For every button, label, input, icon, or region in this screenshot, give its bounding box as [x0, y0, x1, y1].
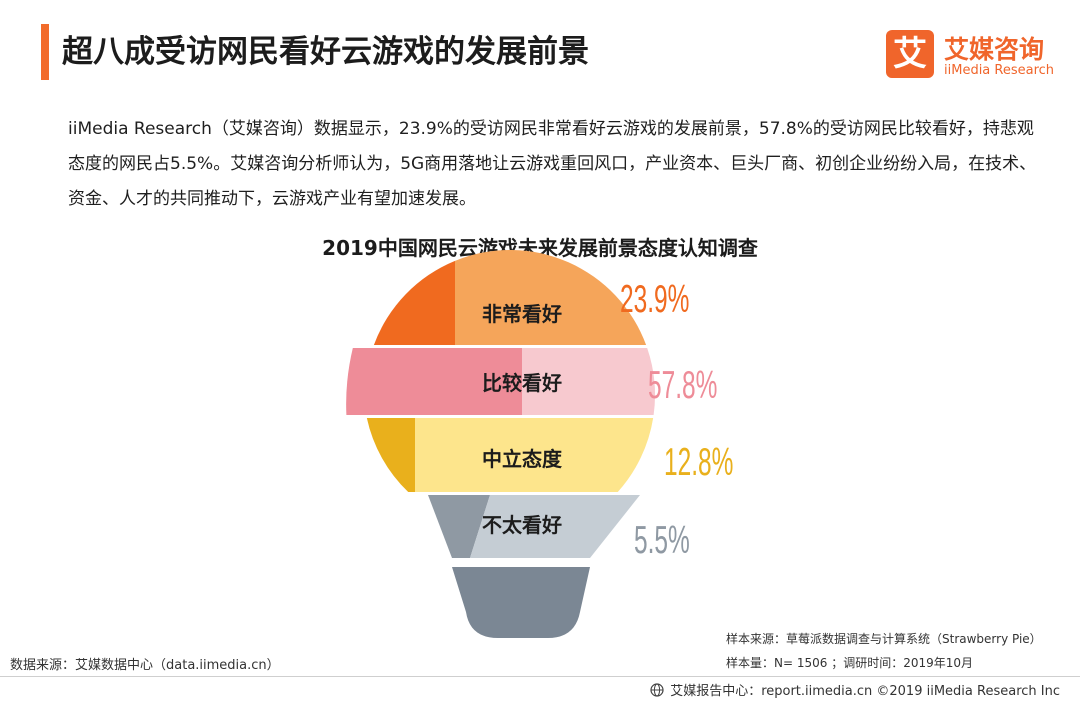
- category-label: 非常看好: [482, 302, 562, 326]
- bar-1-accent: [373, 260, 455, 345]
- bar-1-main: [455, 249, 647, 345]
- bar-2-accent: [346, 348, 522, 415]
- sample-source: 样本来源：草莓派数据调查与计算系统（Strawberry Pie）: [726, 632, 1042, 646]
- summary-paragraph: iiMedia Research（艾媒咨询）数据显示，23.9%的受访网民非常看…: [68, 119, 1037, 209]
- title-accent-bar: [41, 24, 49, 80]
- bar-4-main: [470, 495, 640, 558]
- bar-2-main: [522, 348, 655, 415]
- page-title: 超八成受访网民看好云游戏的发展前景: [62, 34, 589, 70]
- bar-4-accent: [428, 495, 490, 558]
- bulb-base: [452, 567, 590, 638]
- value-label: 12.8%: [664, 439, 733, 483]
- value-label: 57.8%: [648, 362, 717, 406]
- footer-bar: 艾媒报告中心：report.iimedia.cn ©2019 iiMedia R…: [650, 680, 1060, 699]
- footer-copyright: 艾媒报告中心：report.iimedia.cn ©2019 iiMedia R…: [670, 684, 1060, 699]
- bar-3-main: [415, 418, 654, 492]
- logo-name-en: iiMedia Research: [944, 63, 1055, 78]
- data-source: 数据来源：艾媒数据中心（data.iimedia.cn）: [10, 658, 280, 673]
- logo-name-cn: 艾媒咨询: [944, 35, 1045, 64]
- sample-size: 样本量：N= 1506 ；调研时间：2019年10月: [726, 656, 974, 670]
- footer-divider: [0, 676, 1080, 677]
- value-label: 23.9%: [620, 276, 689, 320]
- logo-mark-icon: 艾: [886, 30, 934, 78]
- value-label: 5.5%: [634, 517, 690, 561]
- brand-logo: 艾 艾媒咨询 iiMedia Research: [886, 30, 1066, 82]
- category-label: 比较看好: [482, 371, 562, 395]
- globe-icon: [650, 682, 664, 697]
- category-label: 不太看好: [482, 513, 562, 537]
- category-label: 中立态度: [482, 447, 563, 471]
- bar-3-accent: [366, 418, 415, 492]
